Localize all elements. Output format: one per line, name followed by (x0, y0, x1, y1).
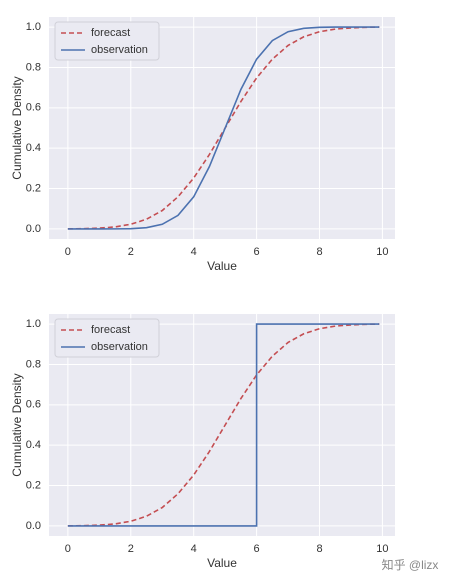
legend-label: forecast (91, 324, 130, 336)
y-tick-label: 0.8 (26, 358, 41, 370)
x-tick-label: 8 (316, 543, 322, 555)
y-tick-label: 0.4 (26, 142, 41, 154)
x-tick-label: 10 (376, 246, 388, 258)
x-tick-label: 0 (65, 246, 71, 258)
x-tick-label: 2 (128, 246, 134, 258)
y-tick-label: 1.0 (26, 318, 41, 330)
legend-label: observation (91, 44, 148, 56)
legend-label: forecast (91, 27, 130, 39)
y-tick-label: 0.4 (26, 439, 41, 451)
series-line (67, 26, 380, 230)
x-tick-label: 0 (65, 543, 71, 555)
x-axis-label: Value (207, 556, 237, 570)
chart: 0 2 4 6 8 10 0.0 0.2 0.4 0.6 0.8 1.0 Value Cumulative… (10, 17, 395, 273)
x-tick-label: 4 (191, 246, 197, 258)
x-tick-label: 4 (191, 543, 197, 555)
x-tick-label: 2 (128, 543, 134, 555)
y-axis-label: Cumulative Density (10, 373, 24, 476)
y-axis-label: Cumulative Density (10, 76, 24, 179)
y-tick-label: 0.2 (26, 479, 41, 491)
legend-label: observation (91, 341, 148, 353)
x-axis-label: Value (207, 259, 237, 273)
x-tick-label: 6 (254, 543, 260, 555)
y-tick-label: 0.2 (26, 182, 41, 194)
watermark: 知乎 @lizx (382, 558, 439, 572)
y-tick-label: 0.0 (26, 223, 41, 235)
x-tick-label: 6 (254, 246, 260, 258)
y-tick-label: 0.6 (26, 102, 41, 114)
y-tick-label: 0.6 (26, 399, 41, 411)
y-tick-label: 0.8 (26, 61, 41, 73)
series-line (67, 323, 380, 527)
series-line (67, 323, 380, 527)
x-tick-label: 10 (376, 543, 388, 555)
chart: 0 2 4 6 8 10 0.0 0.2 0.4 0.6 0.8 1.0 Value Cumulative… (10, 314, 395, 570)
x-tick-label: 8 (316, 246, 322, 258)
y-tick-label: 1.0 (26, 21, 41, 33)
y-tick-label: 0.0 (26, 520, 41, 532)
